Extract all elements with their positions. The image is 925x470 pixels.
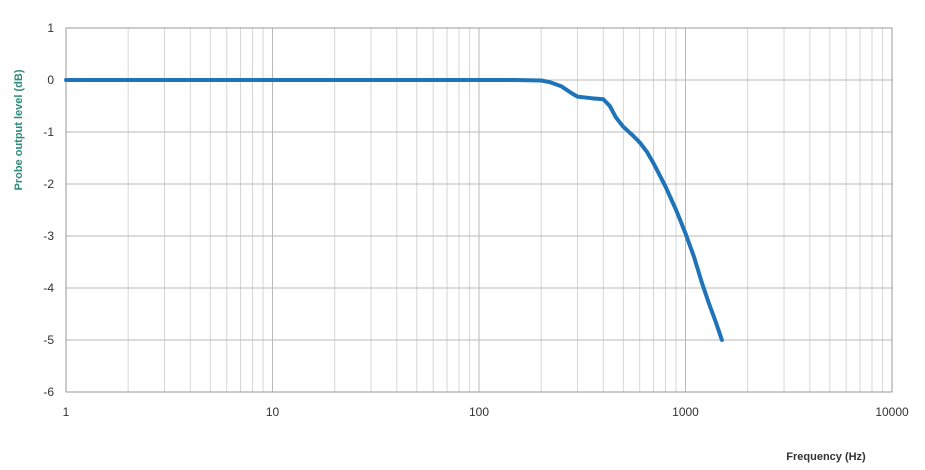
y-axis-title: Probe output level (dB)	[13, 69, 25, 190]
y-tick-label: 0	[47, 73, 54, 87]
x-tick-label: 1	[63, 405, 70, 419]
x-axis-title: Frequency (Hz)	[786, 451, 866, 463]
minor-gridlines	[127, 28, 884, 392]
y-tick-label: -3	[43, 229, 54, 243]
y-tick-label: 1	[47, 21, 54, 35]
x-tick-label: 1000	[672, 405, 699, 419]
series-line	[64, 78, 724, 342]
y-tick-label: -1	[43, 125, 54, 139]
plot-frame	[65, 27, 893, 393]
y-tick-label: -6	[43, 385, 54, 399]
y-tick-labels: 1 0 -1 -2 -3 -4 -5 -6	[43, 21, 54, 399]
y-tick-label: -4	[43, 281, 54, 295]
x-tick-label: 100	[469, 405, 489, 419]
y-tick-label: -2	[43, 177, 54, 191]
x-tick-labels: 1 10 100 1000 10000	[63, 405, 909, 419]
y-tick-label: -5	[43, 333, 54, 347]
x-tick-label: 10	[266, 405, 280, 419]
x-tick-label: 10000	[875, 405, 909, 419]
